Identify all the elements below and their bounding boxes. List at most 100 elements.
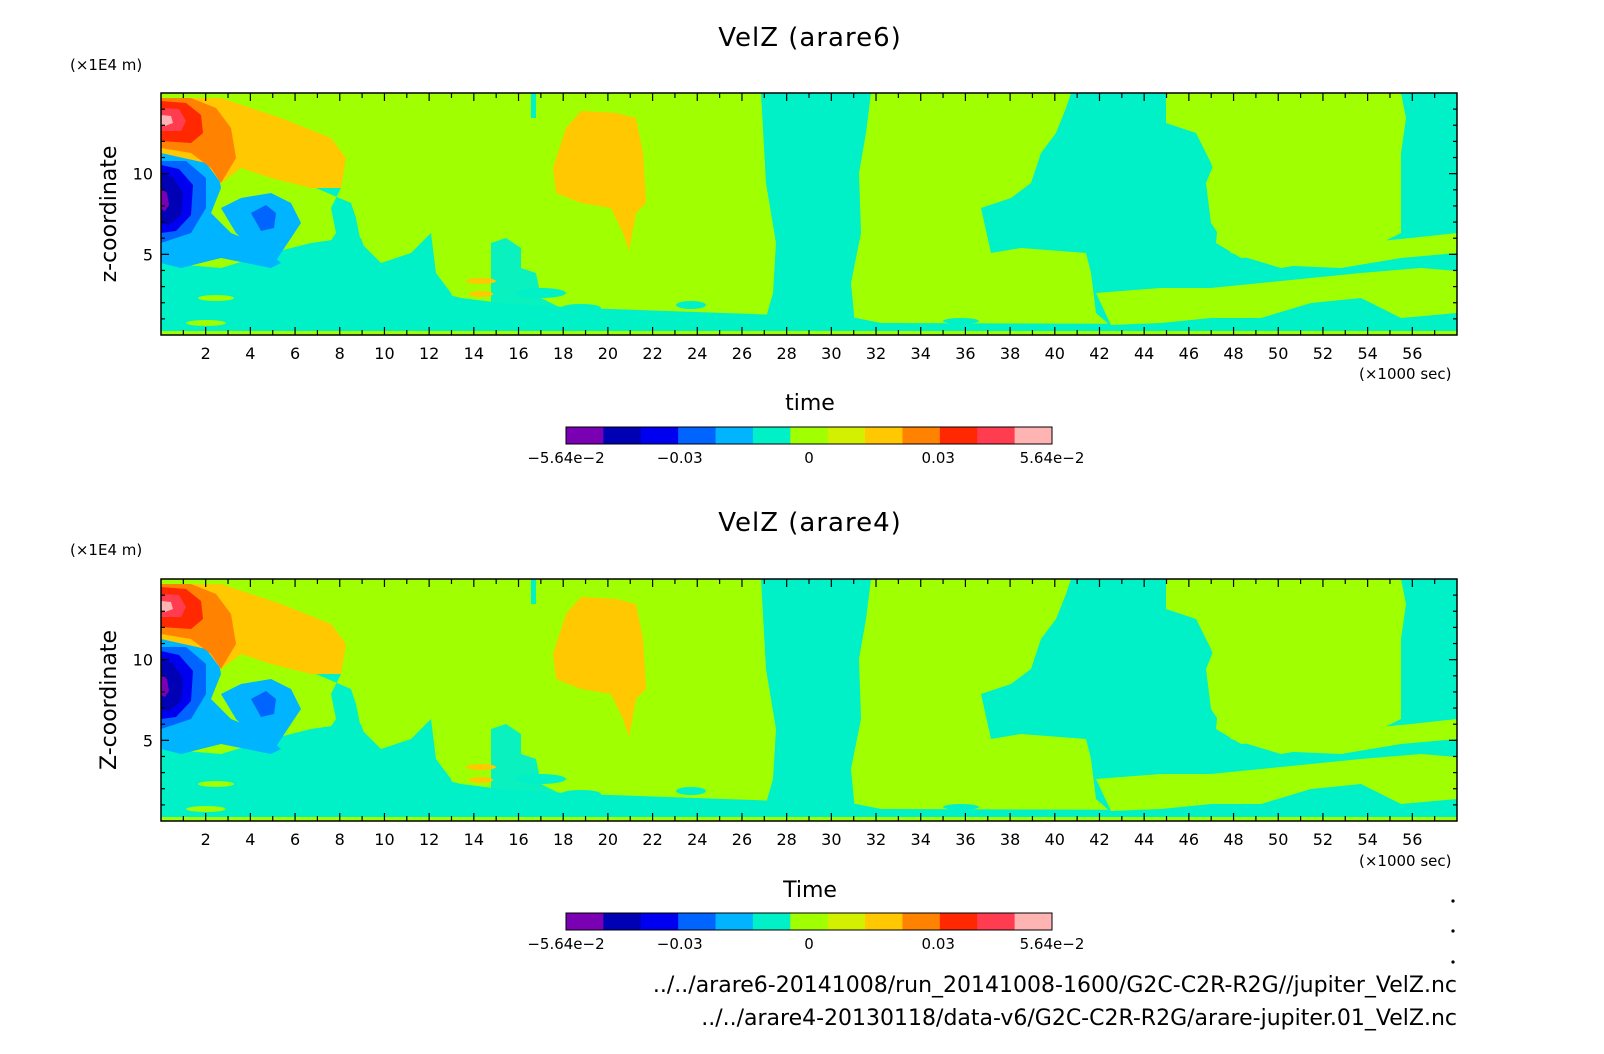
- x-unit-label: (×1000 sec): [1359, 365, 1452, 383]
- colorbar-swatch: [752, 427, 791, 444]
- x-tick-label: 6: [290, 830, 300, 849]
- x-tick-label: 40: [1045, 830, 1065, 849]
- x-tick-label: 54: [1357, 344, 1377, 363]
- y-unit-label: (×1E4 m): [70, 56, 142, 74]
- colorbar-swatch: [790, 913, 829, 930]
- colorbar: −5.64e−2 −0.03 0 0.03 5.64e−2: [527, 912, 1085, 953]
- x-tick-label: 52: [1313, 830, 1333, 849]
- x-tick-label: 12: [419, 344, 439, 363]
- marker-dot: [1451, 899, 1455, 903]
- colorbar-swatch: [566, 427, 604, 444]
- colorbar-swatch: [603, 427, 642, 444]
- x-tick-label: 28: [776, 344, 796, 363]
- colorbar-swatch: [865, 427, 903, 444]
- x-tick-label: 54: [1357, 830, 1377, 849]
- x-tick-label: 30: [821, 830, 841, 849]
- colorbar-swatch: [939, 427, 978, 444]
- colorbar-swatch: [715, 913, 754, 930]
- x-tick-label: 22: [642, 344, 662, 363]
- x-tick-label: 46: [1179, 830, 1199, 849]
- colorbar-swatch: [678, 427, 717, 444]
- x-tick-label: 12: [419, 830, 439, 849]
- x-tick-label: 28: [776, 830, 796, 849]
- colorbar-label: 5.64e−2: [1020, 449, 1085, 467]
- x-tick-label: 10: [374, 830, 394, 849]
- chart-title: VelZ (arare4): [718, 508, 902, 538]
- y-ticks: 5 10: [133, 594, 1457, 806]
- x-tick-label: 20: [598, 830, 618, 849]
- colorbar: −5.64e−2 −0.03 0 0.03 5.64e−2: [527, 426, 1085, 467]
- x-tick-label: 36: [955, 344, 975, 363]
- marker-dot: [1451, 960, 1455, 964]
- colorbar-swatch: [902, 427, 941, 444]
- colorbar-label: 0: [804, 449, 814, 467]
- heatmap-field: 2 4 6 8 10 12 14 16 18 20 22 24 26 28 30 32 34 36 38 40 42 44…: [133, 92, 1458, 363]
- colorbar-swatch: [603, 913, 642, 930]
- x-tick-label: 44: [1134, 344, 1154, 363]
- x-tick-label: 2: [201, 830, 211, 849]
- x-tick-label: 22: [642, 830, 662, 849]
- y-ticks: 5 10: [133, 108, 1457, 320]
- x-tick-label: 4: [245, 344, 255, 363]
- colorbar-swatch: [902, 913, 941, 930]
- colorbar-swatch: [640, 913, 679, 930]
- colorbar-swatch: [1014, 913, 1053, 930]
- colorbar-swatch: [977, 427, 1016, 444]
- x-tick-label: 32: [866, 344, 886, 363]
- chart-title: VelZ (arare6): [718, 23, 902, 53]
- colorbar-frame: [565, 912, 1053, 931]
- x-tick-label: 36: [955, 830, 975, 849]
- colorbar-swatch: [977, 913, 1016, 930]
- x-tick-label: 8: [335, 344, 345, 363]
- x-unit-label: (×1000 sec): [1359, 852, 1452, 870]
- x-tick-label: 40: [1045, 344, 1065, 363]
- x-axis-label: Time: [782, 878, 837, 903]
- x-tick-label: 14: [464, 830, 484, 849]
- x-tick-label: 18: [553, 830, 573, 849]
- colorbar-label: 5.64e−2: [1020, 935, 1085, 953]
- heatmap-field: 2 4 6 8 10 12 14 16 18 20 22 24 26 28 30 32 34 36 38 40 42 44…: [133, 578, 1458, 849]
- x-tick-label: 18: [553, 344, 573, 363]
- colorbar-swatch: [939, 913, 978, 930]
- colorbar-swatch: [715, 427, 754, 444]
- x-tick-label: 8: [335, 830, 345, 849]
- x-tick-label: 50: [1268, 830, 1288, 849]
- x-tick-label: 46: [1179, 344, 1199, 363]
- x-tick-label: 42: [1089, 344, 1109, 363]
- y-tick-label: 5: [143, 245, 153, 264]
- x-tick-label: 26: [732, 830, 752, 849]
- x-tick-label: 6: [290, 344, 300, 363]
- x-tick-label: 2: [201, 344, 211, 363]
- colorbar-frame: [565, 426, 1053, 445]
- x-tick-label: 38: [1000, 344, 1020, 363]
- x-tick-label: 16: [508, 344, 528, 363]
- x-tick-label: 44: [1134, 830, 1154, 849]
- colorbar-label: −0.03: [657, 449, 703, 467]
- y-unit-label: (×1E4 m): [70, 541, 142, 559]
- colorbar-label: 0.03: [922, 449, 955, 467]
- x-tick-label: 52: [1313, 344, 1333, 363]
- x-tick-label: 24: [687, 344, 707, 363]
- colorbar-label: −0.03: [657, 935, 703, 953]
- x-tick-label: 14: [464, 344, 484, 363]
- y-axis-label: Z-coordinate: [97, 630, 122, 770]
- footer-path-2: ../../arare4-20130118/data-v6/G2C-C2R-R2…: [701, 1006, 1457, 1031]
- x-tick-label: 24: [687, 830, 707, 849]
- y-axis-label: z-coordinate: [97, 146, 122, 283]
- colorbar-label: 0.03: [922, 935, 955, 953]
- x-tick-label: 34: [911, 830, 931, 849]
- x-ticks: 2 4 6 8 10 12 14 16 18 20 22 24 26 28 30 32 34 36 38 40 42 44…: [182, 93, 1436, 363]
- footer-path-1: ../../arare6-20141008/run_20141008-1600/…: [653, 973, 1457, 998]
- x-tick-label: 38: [1000, 830, 1020, 849]
- colorbar-swatch: [640, 427, 679, 444]
- colorbar-swatch: [865, 913, 903, 930]
- x-ticks: 2 4 6 8 10 12 14 16 18 20 22 24 26 28 30 32 34 36 38 40 42 44…: [182, 579, 1436, 849]
- x-tick-label: 48: [1223, 830, 1243, 849]
- x-tick-label: 30: [821, 344, 841, 363]
- colorbar-label: −5.64e−2: [527, 935, 604, 953]
- colorbar-swatch: [752, 913, 791, 930]
- colorbar-swatch: [566, 913, 604, 930]
- marker-dot: [1451, 929, 1455, 933]
- colorbar-label: 0: [804, 935, 814, 953]
